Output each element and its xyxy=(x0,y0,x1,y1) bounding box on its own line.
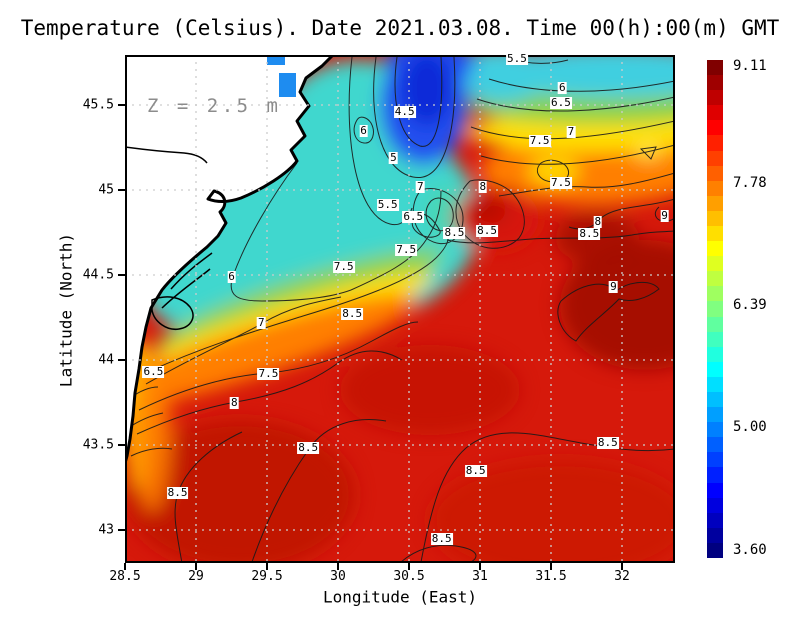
colorbar-segment xyxy=(707,317,723,332)
y-tick-mark xyxy=(118,529,125,531)
contour-lines xyxy=(127,56,675,563)
colorbar-segment xyxy=(707,286,723,301)
colorbar-segment xyxy=(707,392,723,407)
colorbar-segment xyxy=(707,543,723,558)
figure-title: Temperature (Celsius). Date 2021.03.08. … xyxy=(20,16,780,40)
colorbar-segment xyxy=(707,60,723,75)
map-plot xyxy=(125,55,675,563)
colorbar-segment xyxy=(707,75,723,90)
y-tick-mark xyxy=(118,104,125,106)
y-tick-label: 43.5 xyxy=(82,437,114,453)
y-tick-label: 44 xyxy=(98,352,114,368)
colorbar-segment xyxy=(707,90,723,105)
colorbar-segment xyxy=(707,166,723,181)
colorbar-segment xyxy=(707,120,723,135)
colorbar-segment xyxy=(707,332,723,347)
colorbar-segment xyxy=(707,226,723,241)
estuary-patch xyxy=(279,73,296,97)
colorbar-segment xyxy=(707,407,723,422)
x-tick-label: 30 xyxy=(330,569,346,584)
colorbar-segment xyxy=(707,181,723,196)
colorbar-segment xyxy=(707,196,723,211)
x-tick-mark xyxy=(408,563,410,570)
colorbar-segment xyxy=(707,105,723,120)
colorbar-segment xyxy=(707,301,723,317)
x-tick-mark xyxy=(621,563,623,570)
y-tick-label: 43 xyxy=(98,522,114,538)
x-axis-label: Longitude (East) xyxy=(322,587,478,607)
lagoon-lines xyxy=(125,146,213,330)
colorbar-tick-label: 9.11 xyxy=(733,58,767,74)
colorbar-segment xyxy=(707,151,723,166)
graticule-grid xyxy=(125,55,675,563)
land-coastline xyxy=(125,55,335,465)
colorbar-segment xyxy=(707,271,723,286)
x-tick-label: 30.5 xyxy=(393,569,425,584)
colorbar-tick-label: 5.00 xyxy=(733,419,767,436)
y-tick-label: 45 xyxy=(98,182,114,198)
colorbar-segment xyxy=(707,256,723,271)
y-tick-label: 45.5 xyxy=(82,97,114,113)
plot-border xyxy=(125,55,675,563)
x-tick-mark xyxy=(266,563,268,570)
x-tick-label: 31 xyxy=(472,569,488,584)
colorbar-segment xyxy=(707,528,723,543)
colorbar-segment xyxy=(707,452,723,467)
colorbar-segment xyxy=(707,377,723,392)
x-tick-label: 29.5 xyxy=(251,569,283,584)
colorbar-segment xyxy=(707,347,723,362)
colorbar-segment xyxy=(707,437,723,452)
colorbar-segment xyxy=(707,422,723,437)
x-tick-label: 31.5 xyxy=(535,569,567,584)
y-axis-label: Latitude (North) xyxy=(56,232,76,388)
colorbar-segment xyxy=(707,135,723,151)
x-tick-label: 28.5 xyxy=(109,569,141,584)
y-tick-label: 44.5 xyxy=(82,267,114,283)
colorbar-tick-label: 3.60 xyxy=(733,542,767,558)
colorbar-segment xyxy=(707,498,723,513)
colorbar-segment xyxy=(707,513,723,528)
y-tick-mark xyxy=(118,444,125,446)
colorbar xyxy=(707,60,723,558)
depth-annotation: Z = 2.5 m xyxy=(147,95,282,117)
colorbar-segment xyxy=(707,241,723,256)
y-tick-mark xyxy=(118,274,125,276)
x-tick-label: 29 xyxy=(188,569,204,584)
colorbar-segment xyxy=(707,467,723,483)
y-tick-mark xyxy=(118,189,125,191)
y-tick-mark xyxy=(118,359,125,361)
x-tick-mark xyxy=(550,563,552,570)
colorbar-segment xyxy=(707,211,723,226)
x-tick-label: 32 xyxy=(614,569,630,584)
colorbar-tick-label: 7.78 xyxy=(733,174,767,191)
x-tick-mark xyxy=(337,563,339,570)
colorbar-segment xyxy=(707,483,723,498)
colorbar-segment xyxy=(707,362,723,377)
colorbar-tick-label: 6.39 xyxy=(733,296,767,313)
x-tick-mark xyxy=(195,563,197,570)
estuary-patch-top xyxy=(267,56,285,65)
x-tick-mark xyxy=(479,563,481,570)
x-tick-mark xyxy=(124,563,126,570)
